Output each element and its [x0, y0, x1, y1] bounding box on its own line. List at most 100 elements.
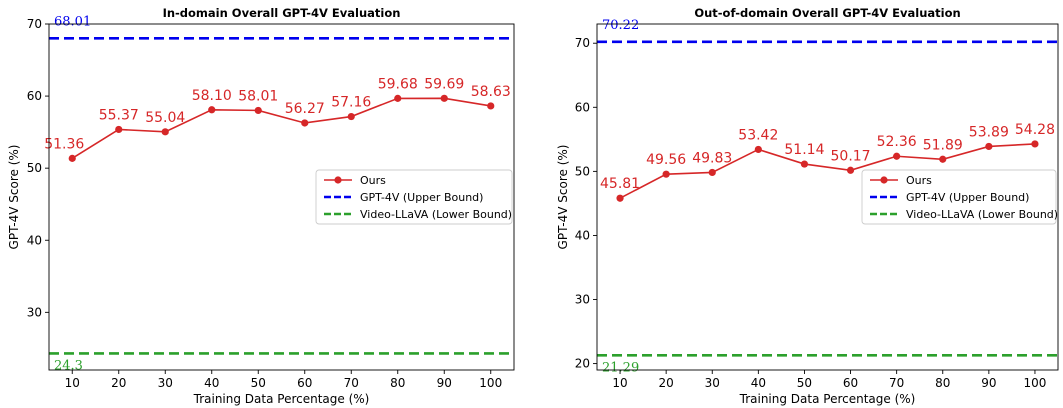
data-point	[115, 125, 123, 134]
legend: Ours GPT-4V (Upper Bound) Video-LLaVA (Low…	[315, 169, 513, 225]
data-label: 51.14	[784, 142, 824, 158]
series-line	[71, 97, 491, 160]
y-tick-label: 50	[27, 161, 42, 175]
plot-frame	[48, 23, 515, 371]
series-line	[619, 143, 1035, 199]
x-tick-label: 100	[479, 376, 502, 390]
data-point	[347, 112, 355, 121]
y-axis-label: GPT-4V Score (%)	[7, 145, 21, 250]
data-label: 59.69	[424, 76, 464, 92]
x-tick-label: 40	[751, 376, 766, 390]
legend-box	[861, 169, 1057, 225]
data-label: 54.28	[1015, 122, 1055, 138]
x-tick-label: 30	[158, 376, 173, 390]
x-tick-label: 40	[204, 376, 219, 390]
data-point	[662, 170, 670, 178]
data-point	[800, 160, 809, 168]
data-label: 53.42	[738, 127, 778, 143]
plot-frame	[596, 23, 1059, 371]
x-axis-label: Training Data Percentage (%)	[193, 392, 370, 406]
x-tick-label: 80	[935, 376, 950, 390]
y-tick-label: 70	[27, 17, 42, 31]
reference-line-label: 68.01	[54, 14, 91, 29]
data-point	[161, 128, 169, 136]
x-tick-label: 10	[65, 376, 80, 390]
y-tick-label: 50	[575, 164, 590, 178]
x-axis-label: Training Data Percentage (%)	[739, 392, 916, 406]
data-label: 52.36	[877, 134, 917, 150]
data-label: 51.89	[923, 137, 963, 153]
data-point	[846, 166, 855, 174]
x-tick-label: 50	[251, 376, 266, 390]
x-tick-label: 30	[705, 376, 720, 390]
legend: Ours GPT-4V (Upper Bound) Video-LLaVA (Low…	[861, 169, 1058, 225]
y-tick-label: 30	[575, 293, 590, 307]
data-point	[985, 142, 993, 151]
legend-label: Video-LLaVA (Lower Bound)	[906, 208, 1058, 221]
data-label: 50.17	[831, 148, 871, 164]
data-label: 58.01	[238, 88, 278, 104]
x-tick-label: 70	[344, 376, 359, 390]
data-label: 58.10	[192, 88, 232, 104]
x-tick-label: 50	[797, 376, 812, 390]
reference-line-label: 24.3	[54, 358, 83, 373]
data-point	[616, 194, 624, 202]
chart-title: In-domain Overall GPT-4V Evaluation	[163, 6, 401, 20]
data-label: 55.04	[145, 110, 185, 126]
data-point	[208, 106, 216, 114]
y-tick-label: 40	[27, 233, 42, 247]
legend-marker	[880, 176, 888, 184]
y-tick-label: 20	[575, 357, 590, 371]
y-tick-label: 60	[27, 89, 42, 103]
data-point	[254, 106, 262, 115]
chart-panel-2: 70.22 21.29 45.81 49.56 49.83 53.42 51.14 50.17…	[556, 6, 1059, 406]
data-label: 57.16	[331, 95, 371, 111]
x-tick-label: 20	[111, 376, 126, 390]
legend-label: Video-LLaVA (Lower Bound)	[360, 208, 512, 221]
legend-marker	[334, 176, 342, 184]
data-label: 45.81	[600, 176, 640, 192]
x-tick-label: 80	[390, 376, 405, 390]
data-point	[487, 102, 495, 110]
data-point	[754, 145, 762, 154]
data-label: 56.27	[285, 101, 325, 117]
data-point	[440, 94, 448, 102]
x-tick-label: 10	[612, 376, 627, 390]
x-tick-label: 70	[889, 376, 904, 390]
reference-line-label: 21.29	[602, 360, 639, 375]
chart-title: Out-of-domain Overall GPT-4V Evaluation	[694, 6, 960, 20]
data-point	[394, 94, 402, 102]
data-label: 53.89	[969, 124, 1009, 140]
x-tick-label: 20	[659, 376, 674, 390]
data-point	[939, 155, 947, 163]
legend-label: Ours	[360, 174, 386, 187]
x-tick-label: 60	[297, 376, 312, 390]
x-tick-label: 90	[437, 376, 452, 390]
data-label: 49.56	[646, 152, 686, 168]
data-point	[708, 168, 716, 177]
legend-label: Ours	[906, 174, 932, 187]
reference-line-label: 70.22	[602, 18, 639, 33]
data-label: 59.68	[378, 76, 418, 92]
data-point	[893, 152, 901, 160]
data-point	[301, 119, 309, 127]
legend-label: GPT-4V (Upper Bound)	[360, 191, 483, 204]
y-tick-label: 60	[575, 100, 590, 114]
data-label: 49.83	[692, 150, 732, 166]
y-tick-label: 40	[575, 228, 590, 242]
chart-panel-1: 68.01 24.3 51.36 55.37 55.04 58.10 58.01 56.27 5…	[7, 6, 515, 406]
data-point	[68, 154, 76, 162]
x-tick-label: 90	[981, 376, 996, 390]
data-label: 58.63	[471, 84, 511, 100]
data-point	[1031, 140, 1039, 148]
y-axis-label: GPT-4V Score (%)	[556, 145, 570, 250]
x-tick-label: 100	[1023, 376, 1046, 390]
x-tick-label: 60	[843, 376, 858, 390]
y-tick-label: 70	[575, 36, 590, 50]
data-label: 51.36	[44, 136, 84, 152]
data-label: 55.37	[99, 107, 139, 123]
legend-label: GPT-4V (Upper Bound)	[906, 191, 1029, 204]
legend-box	[315, 169, 513, 225]
y-tick-label: 30	[27, 305, 42, 319]
